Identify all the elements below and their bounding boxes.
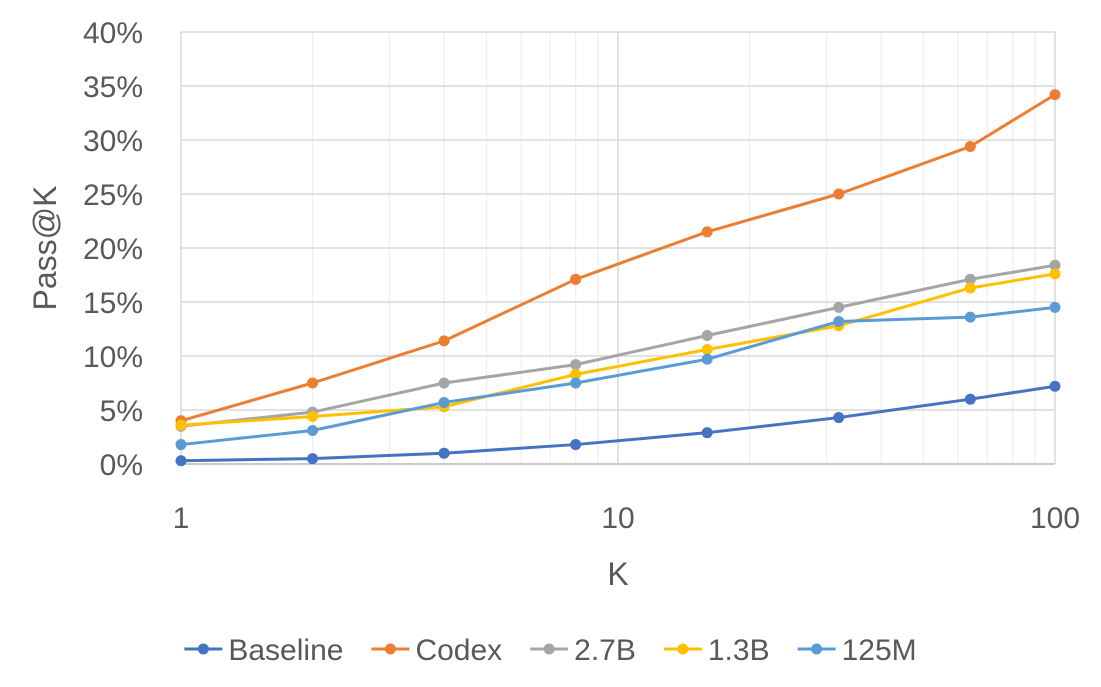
data-point — [438, 335, 450, 347]
y-tick-label: 25% — [83, 179, 143, 212]
y-tick-label: 30% — [83, 125, 143, 158]
data-point — [701, 353, 713, 365]
legend-item: 1.3B — [663, 634, 770, 667]
series-line — [180, 263, 1056, 428]
legend-swatch-marker — [677, 643, 689, 655]
y-axis-title: Pass@K — [27, 186, 63, 311]
legend-item: Baseline — [184, 634, 343, 667]
data-point — [438, 447, 450, 459]
legend-label: Baseline — [228, 634, 343, 667]
y-tick-label: 0% — [100, 449, 143, 482]
data-point — [964, 282, 976, 294]
data-point — [701, 329, 713, 341]
data-point — [833, 412, 845, 424]
legend-item: Codex — [371, 634, 502, 667]
data-point — [964, 273, 976, 285]
legend-label: 125M — [842, 634, 917, 667]
y-tick-label: 10% — [83, 341, 143, 374]
series-baseline — [175, 380, 1061, 467]
data-point — [1049, 380, 1061, 392]
y-tick-label: 15% — [83, 287, 143, 320]
data-point — [307, 453, 319, 465]
data-point — [307, 425, 319, 437]
legend-swatch-marker — [543, 643, 555, 655]
data-point — [570, 359, 582, 371]
series-125m — [175, 301, 1061, 451]
series-line — [180, 93, 1056, 423]
legend-item: 125M — [797, 634, 917, 667]
data-point — [1049, 268, 1061, 280]
data-point — [964, 393, 976, 405]
data-point — [964, 311, 976, 323]
data-point — [1049, 89, 1061, 101]
data-point — [1049, 259, 1061, 271]
legend-swatch-marker — [197, 643, 209, 655]
x-tick-label: 100 — [1030, 502, 1080, 535]
x-axis-title: K — [607, 556, 628, 592]
data-point — [701, 427, 713, 439]
legend-item: 2.7B — [530, 634, 636, 667]
legend-label: 1.3B — [708, 634, 770, 667]
y-tick-label: 35% — [83, 71, 143, 104]
series-layer — [175, 89, 1061, 467]
series-line — [180, 272, 1056, 427]
data-point — [833, 188, 845, 200]
data-point — [570, 439, 582, 451]
data-point — [438, 377, 450, 389]
legend-swatch-marker — [384, 643, 396, 655]
series-line — [180, 384, 1056, 463]
y-tick-label: 5% — [100, 395, 143, 428]
data-point — [570, 368, 582, 380]
data-point — [701, 226, 713, 238]
series-line — [180, 305, 1056, 447]
data-point — [964, 140, 976, 152]
data-point — [175, 439, 187, 451]
data-point — [833, 301, 845, 313]
data-point — [175, 455, 187, 467]
data-point — [307, 410, 319, 422]
legend: Baseline Codex 2.7B 1.3B 125M — [184, 634, 917, 667]
data-point — [175, 419, 187, 431]
data-point — [1049, 301, 1061, 313]
data-point — [438, 396, 450, 408]
data-point — [307, 377, 319, 389]
data-point — [833, 315, 845, 327]
x-tick-labels: 1 10 100 — [173, 502, 1080, 535]
x-tick-label: 10 — [601, 502, 634, 535]
x-tick-label: 1 — [173, 502, 190, 535]
y-tick-labels: 0% 5% 10% 15% 20% 25% 30% 35% 40% — [83, 17, 143, 482]
data-point — [701, 344, 713, 356]
data-point — [570, 273, 582, 285]
y-tick-label: 20% — [83, 233, 143, 266]
legend-swatch-marker — [811, 643, 823, 655]
data-point — [570, 377, 582, 389]
legend-label: Codex — [415, 634, 502, 667]
legend-label: 2.7B — [574, 634, 636, 667]
y-tick-label: 40% — [83, 17, 143, 50]
